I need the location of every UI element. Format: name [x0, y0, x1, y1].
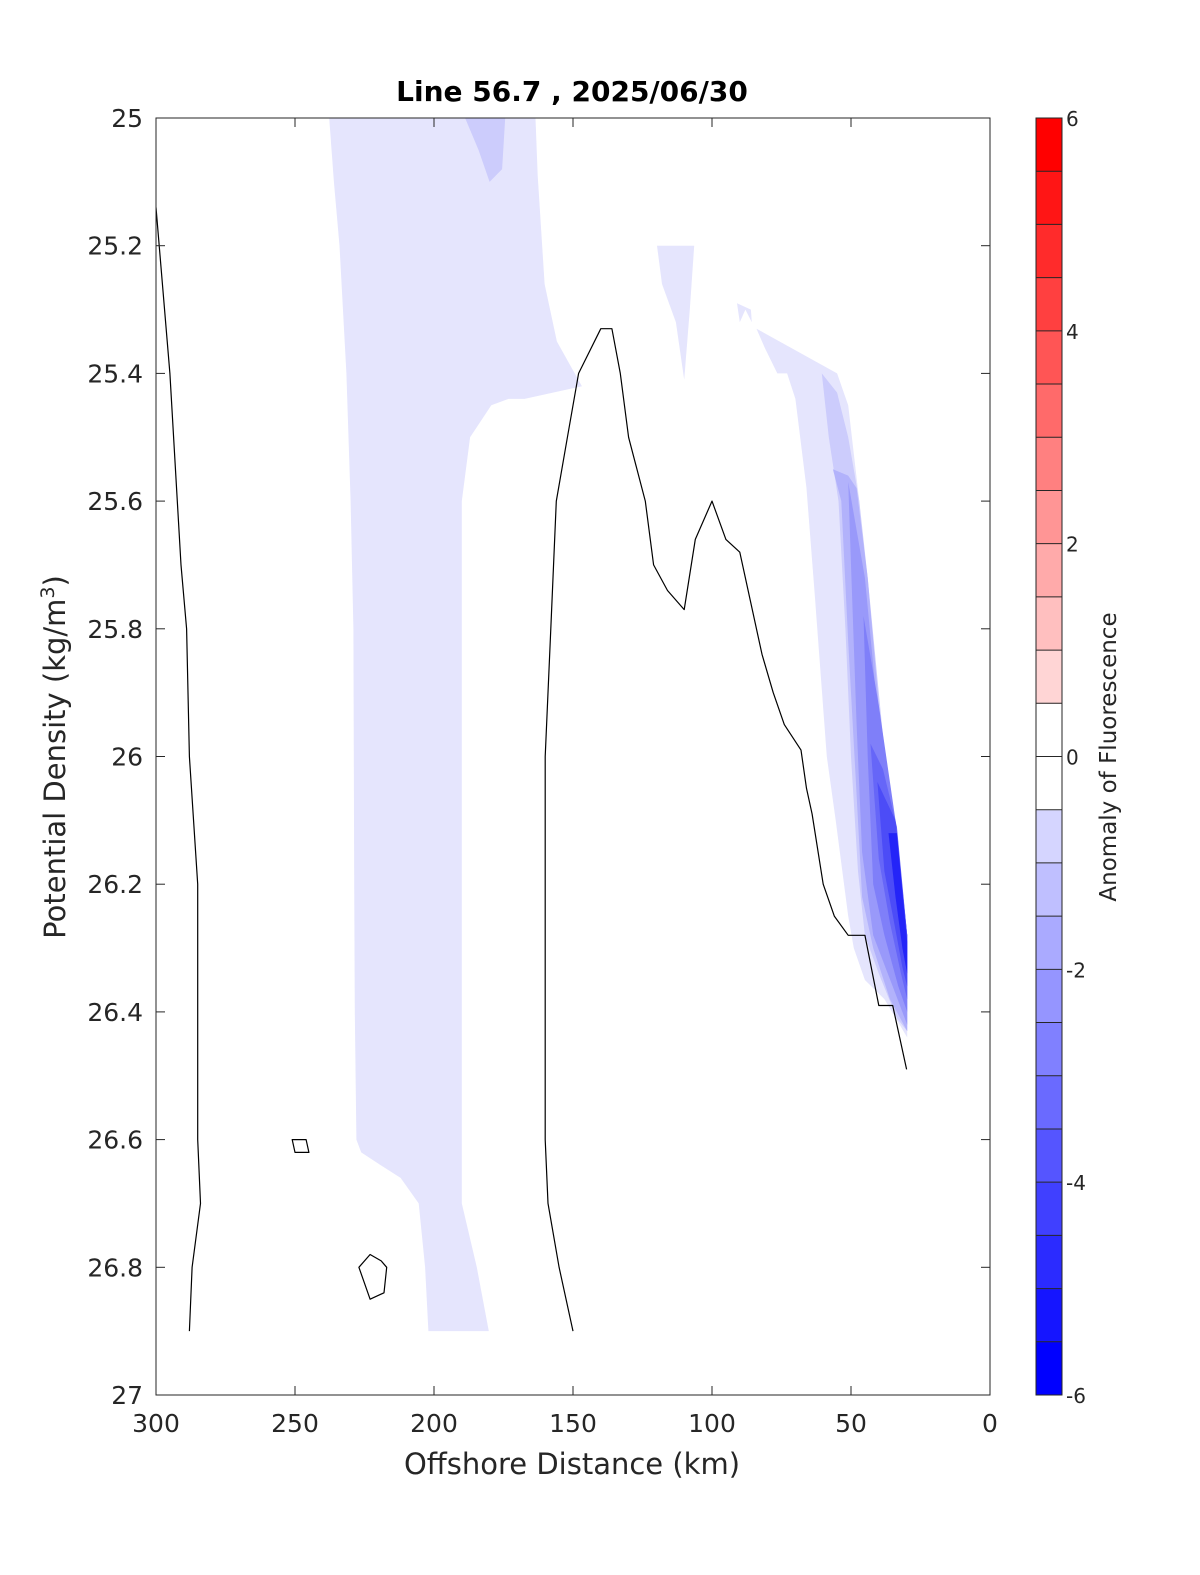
colorbar-tick-label: -6	[1066, 1384, 1086, 1408]
colorbar-swatch-24	[1036, 118, 1062, 172]
colorbar-frame	[1035, 117, 1063, 1396]
filled-anomaly-regions	[329, 118, 908, 1332]
colorbar-tick-label: 4	[1066, 320, 1079, 344]
anomaly-region-4	[737, 303, 752, 323]
y-tick-label: 25.6	[87, 487, 143, 516]
plot-area	[156, 118, 990, 1395]
x-tick-label: 100	[688, 1409, 736, 1438]
colorbar-swatch-3	[1036, 1235, 1062, 1290]
y-tick-label: 26.2	[87, 870, 143, 899]
colorbar-swatch-17	[1036, 490, 1062, 545]
colorbar-swatch-16	[1036, 543, 1062, 598]
anomaly-region-1	[329, 118, 582, 1332]
colorbar-swatch-20	[1036, 330, 1062, 385]
y-axis: 25 25.2 25.4 25.6 25.8 26 26.2 26.4 26.6 26.8 27	[87, 104, 990, 1410]
x-tick-label: 250	[271, 1409, 319, 1438]
x-axis-title: Offshore Distance (km)	[404, 1447, 740, 1481]
colorbar-swatch-10	[1036, 862, 1062, 917]
chart-title: Line 56.7 , 2025/06/30	[396, 75, 748, 108]
colorbar-swatch-18	[1036, 437, 1062, 491]
anomaly-region-3	[657, 245, 695, 380]
y-tick-label: 26.6	[87, 1126, 143, 1155]
colorbar-tick-label: -4	[1066, 1171, 1086, 1195]
colorbar-swatch-2	[1036, 1288, 1062, 1343]
x-tick-label: 0	[982, 1409, 998, 1438]
colorbar-swatch-12	[1036, 756, 1062, 811]
colorbar	[1036, 118, 1062, 1396]
colorbar-swatch-15	[1036, 596, 1062, 651]
zero-contour-loop-small	[291, 1139, 310, 1153]
colorbar-swatch-13	[1036, 703, 1062, 757]
colorbar-swatch-22	[1036, 224, 1062, 279]
colorbar-tick-label: 2	[1066, 533, 1079, 557]
x-tick-label: 150	[549, 1409, 597, 1438]
y-axis-title-close: )	[38, 575, 72, 586]
colorbar-tick-label: 6	[1066, 107, 1079, 131]
y-tick-label: 26.8	[87, 1253, 143, 1282]
colorbar-swatch-8	[1036, 969, 1062, 1024]
colorbar-swatch-7	[1036, 1022, 1062, 1077]
colorbar-swatch-4	[1036, 1182, 1062, 1236]
y-tick-label: 25.8	[87, 615, 143, 644]
colorbar-swatch-23	[1036, 171, 1062, 225]
colorbar-swatch-11	[1036, 809, 1062, 864]
anomaly-region-12	[888, 833, 908, 974]
colorbar-title: Anomaly of Fluorescence	[1096, 612, 1122, 901]
y-tick-label: 25.2	[87, 232, 143, 261]
x-tick-label: 50	[835, 1409, 867, 1438]
y-tick-label: 27	[111, 1381, 143, 1410]
x-tick-label: 300	[132, 1409, 180, 1438]
y-tick-label: 25.4	[87, 359, 143, 388]
x-axis: 300 250 200 150 100 50 0	[132, 118, 998, 1438]
colorbar-swatch-6	[1036, 1075, 1062, 1130]
colorbar-swatch-5	[1036, 1128, 1062, 1183]
zero-contour-center	[544, 328, 908, 1332]
y-axis-title: Potential Density (kg/m3)	[37, 575, 72, 939]
y-tick-label: 26.4	[87, 998, 143, 1027]
y-axis-title-superscript: 3	[37, 586, 59, 598]
colorbar-ticks: 6 4 2 0 -2 -4 -6	[1066, 107, 1086, 1408]
y-tick-label: 26	[111, 743, 143, 772]
colorbar-swatch-19	[1036, 384, 1062, 438]
colorbar-tick-label: -2	[1066, 958, 1086, 982]
x-tick-label: 200	[410, 1409, 458, 1438]
y-axis-title-main: Potential Density (kg/m	[38, 599, 72, 939]
colorbar-tick-label: 0	[1066, 746, 1079, 770]
colorbar-swatch-14	[1036, 650, 1062, 704]
anomaly-region-2	[465, 118, 506, 182]
colorbar-swatch-1	[1036, 1341, 1062, 1396]
colorbar-swatch-21	[1036, 277, 1062, 332]
zero-contour-west	[156, 207, 202, 1332]
anomaly-region-11	[877, 782, 908, 987]
zero-contour-lines	[156, 207, 908, 1332]
y-tick-label: 25	[111, 104, 143, 133]
colorbar-swatch-9	[1036, 916, 1062, 970]
zero-contour-loop-lower	[358, 1253, 388, 1300]
